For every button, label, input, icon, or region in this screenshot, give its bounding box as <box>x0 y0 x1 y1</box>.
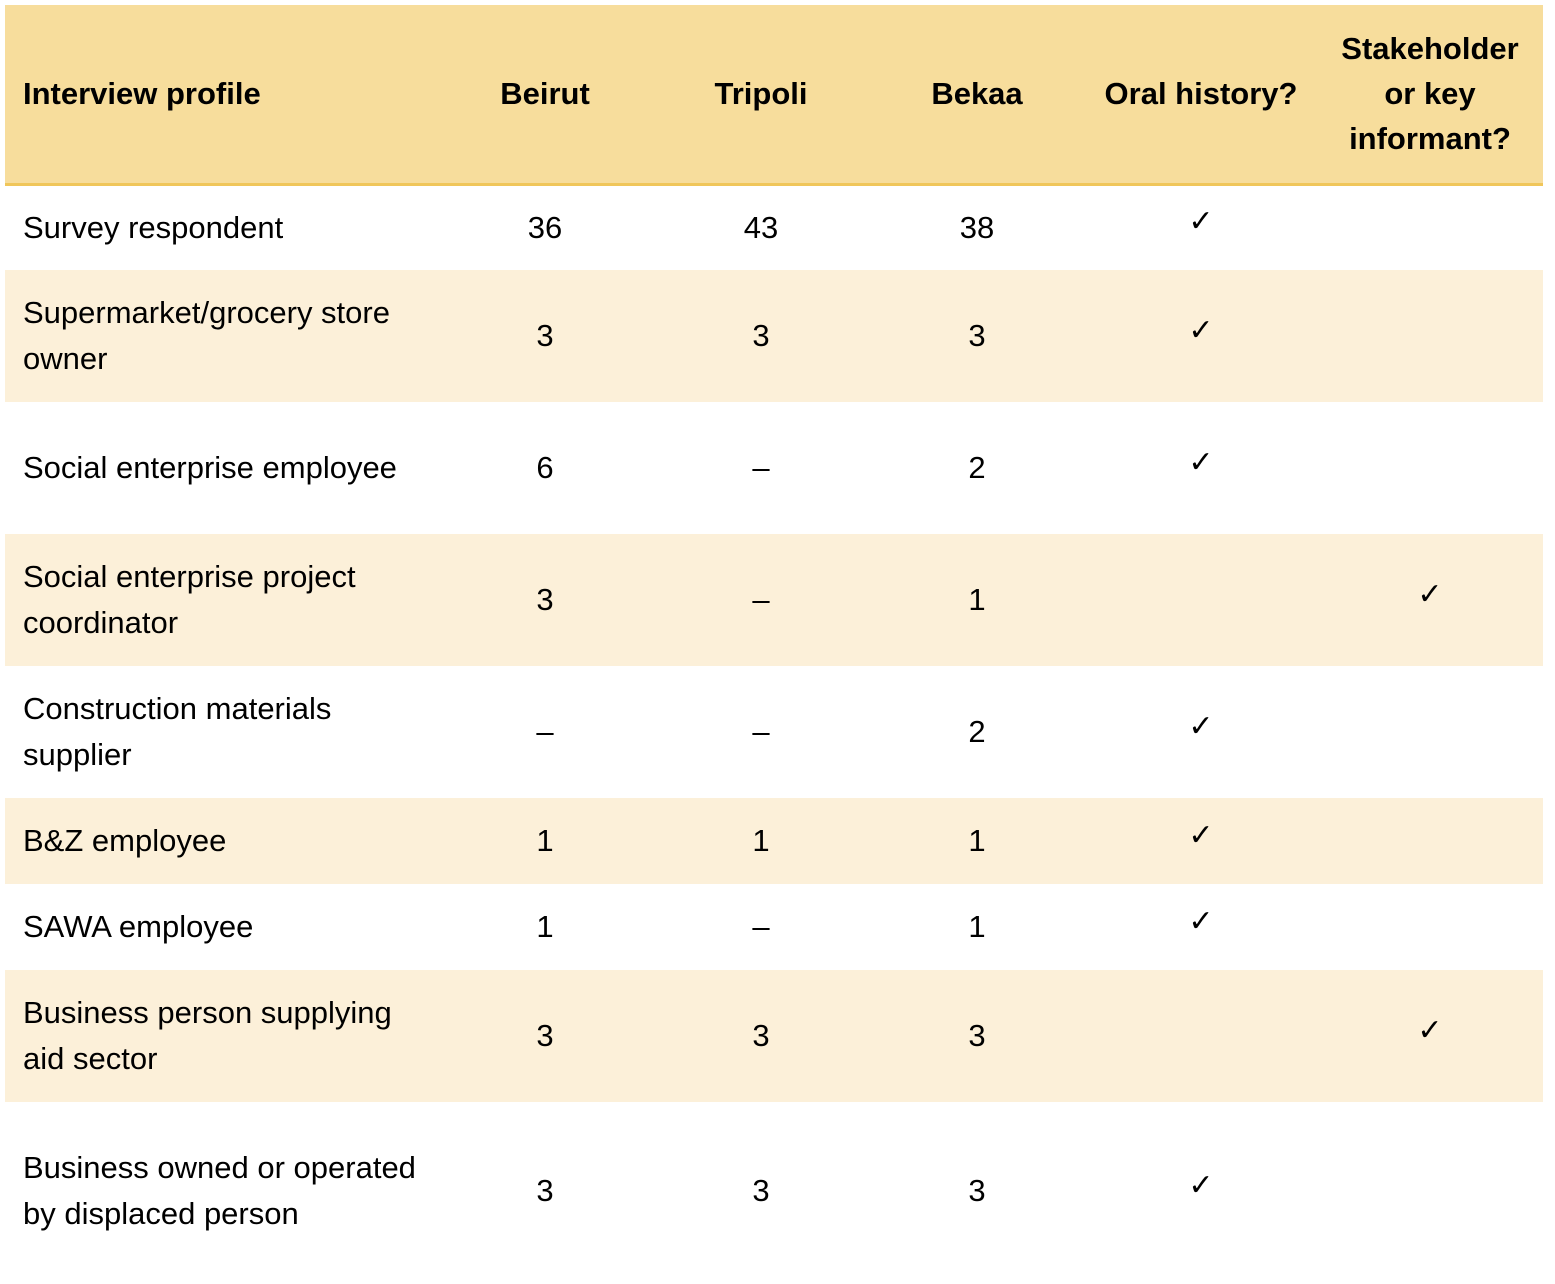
cell-oral-history: ✓ <box>1085 184 1317 270</box>
header-oral-history: Oral history? <box>1085 5 1317 186</box>
cell-stakeholder <box>1317 798 1543 884</box>
header-stakeholder: Stakeholder or key informant? <box>1317 5 1543 186</box>
table-header: Interview profile Beirut Tripoli Bekaa O… <box>5 5 1543 186</box>
cell-stakeholder <box>1317 184 1543 270</box>
header-bekaa: Bekaa <box>869 5 1085 186</box>
check-icon: ✓ <box>1417 1012 1443 1048</box>
cell-oral-history: ✓ <box>1085 798 1317 884</box>
cell-tripoli: 43 <box>743 209 779 245</box>
cell-bekaa: 3 <box>968 318 986 353</box>
cell-bekaa: 1 <box>968 823 986 858</box>
cell-oral-history: ✓ <box>1085 270 1317 402</box>
cell-profile: Social enterprise project coordinator <box>23 559 356 640</box>
table-body: Survey respondent 36 43 38 ✓ Supermarket… <box>5 184 1543 1280</box>
cell-oral-history: ✓ <box>1085 1102 1317 1280</box>
header-tripoli: Tripoli <box>653 5 869 186</box>
cell-bekaa: 1 <box>968 909 986 944</box>
cell-oral-history: ✓ <box>1085 666 1317 798</box>
cell-tripoli: 3 <box>752 1018 770 1053</box>
check-icon: ✓ <box>1188 1167 1214 1203</box>
interview-profile-table: Interview profile Beirut Tripoli Bekaa O… <box>5 5 1543 1280</box>
cell-profile: Construction materials supplier <box>23 691 332 772</box>
check-icon: ✓ <box>1188 312 1214 348</box>
cell-bekaa: 3 <box>968 1173 986 1208</box>
cell-oral-history <box>1085 534 1317 666</box>
cell-bekaa: 3 <box>968 1018 986 1053</box>
cell-oral-history: ✓ <box>1085 402 1317 534</box>
check-icon: ✓ <box>1417 576 1443 612</box>
cell-stakeholder <box>1317 884 1543 970</box>
table-row: Social enterprise employee 6 – 2 ✓ <box>5 402 1543 534</box>
cell-profile: Business person supplying aid sector <box>23 995 392 1076</box>
cell-stakeholder <box>1317 270 1543 402</box>
cell-tripoli: – <box>752 582 770 617</box>
cell-bekaa: 2 <box>968 450 986 485</box>
cell-tripoli: – <box>752 450 770 485</box>
cell-tripoli: 1 <box>752 823 770 858</box>
table-row: Social enterprise project coordinator 3 … <box>5 534 1543 666</box>
cell-profile: SAWA employee <box>23 909 254 944</box>
table-row: Business owned or operated by displaced … <box>5 1102 1543 1280</box>
table-row: Construction materials supplier – – 2 ✓ <box>5 666 1543 798</box>
table-row: SAWA employee 1 – 1 ✓ <box>5 884 1543 970</box>
check-icon: ✓ <box>1188 903 1214 939</box>
cell-beirut: 36 <box>527 209 563 245</box>
cell-beirut: 3 <box>536 1173 554 1208</box>
cell-tripoli: 3 <box>752 318 770 353</box>
cell-profile: Survey respondent <box>23 209 284 245</box>
header-beirut: Beirut <box>437 5 653 186</box>
cell-beirut: 1 <box>536 909 554 944</box>
interview-profile-table-container: Interview profile Beirut Tripoli Bekaa O… <box>5 5 1543 1280</box>
header-interview-profile: Interview profile <box>5 5 437 186</box>
table-row: Survey respondent 36 43 38 ✓ <box>5 184 1543 270</box>
cell-beirut: 3 <box>536 318 554 353</box>
header-row: Interview profile Beirut Tripoli Bekaa O… <box>5 5 1543 186</box>
cell-profile: Supermarket/grocery store owner <box>23 295 390 376</box>
cell-beirut: 6 <box>536 450 554 485</box>
cell-oral-history <box>1085 970 1317 1102</box>
table-row: Supermarket/grocery store owner 3 3 3 ✓ <box>5 270 1543 402</box>
table-row: Business person supplying aid sector 3 3… <box>5 970 1543 1102</box>
cell-bekaa: 2 <box>968 714 986 749</box>
cell-beirut: 3 <box>536 582 554 617</box>
cell-beirut: 1 <box>536 823 554 858</box>
cell-tripoli: 3 <box>752 1173 770 1208</box>
cell-stakeholder <box>1317 1102 1543 1280</box>
cell-profile: Business owned or operated by displaced … <box>23 1150 416 1231</box>
cell-beirut: 3 <box>536 1018 554 1053</box>
cell-bekaa: 1 <box>968 582 986 617</box>
cell-beirut: – <box>536 714 554 749</box>
check-icon: ✓ <box>1188 204 1214 240</box>
check-icon: ✓ <box>1188 708 1214 744</box>
cell-profile: Social enterprise employee <box>23 450 397 485</box>
cell-stakeholder: ✓ <box>1317 534 1543 666</box>
cell-tripoli: – <box>752 714 770 749</box>
table-row: B&Z employee 1 1 1 ✓ <box>5 798 1543 884</box>
cell-tripoli: – <box>752 909 770 944</box>
check-icon: ✓ <box>1188 817 1214 853</box>
cell-oral-history: ✓ <box>1085 884 1317 970</box>
cell-stakeholder: ✓ <box>1317 970 1543 1102</box>
cell-stakeholder <box>1317 402 1543 534</box>
check-icon: ✓ <box>1188 444 1214 480</box>
cell-stakeholder <box>1317 666 1543 798</box>
cell-profile: B&Z employee <box>23 823 227 858</box>
cell-bekaa: 38 <box>959 209 995 245</box>
